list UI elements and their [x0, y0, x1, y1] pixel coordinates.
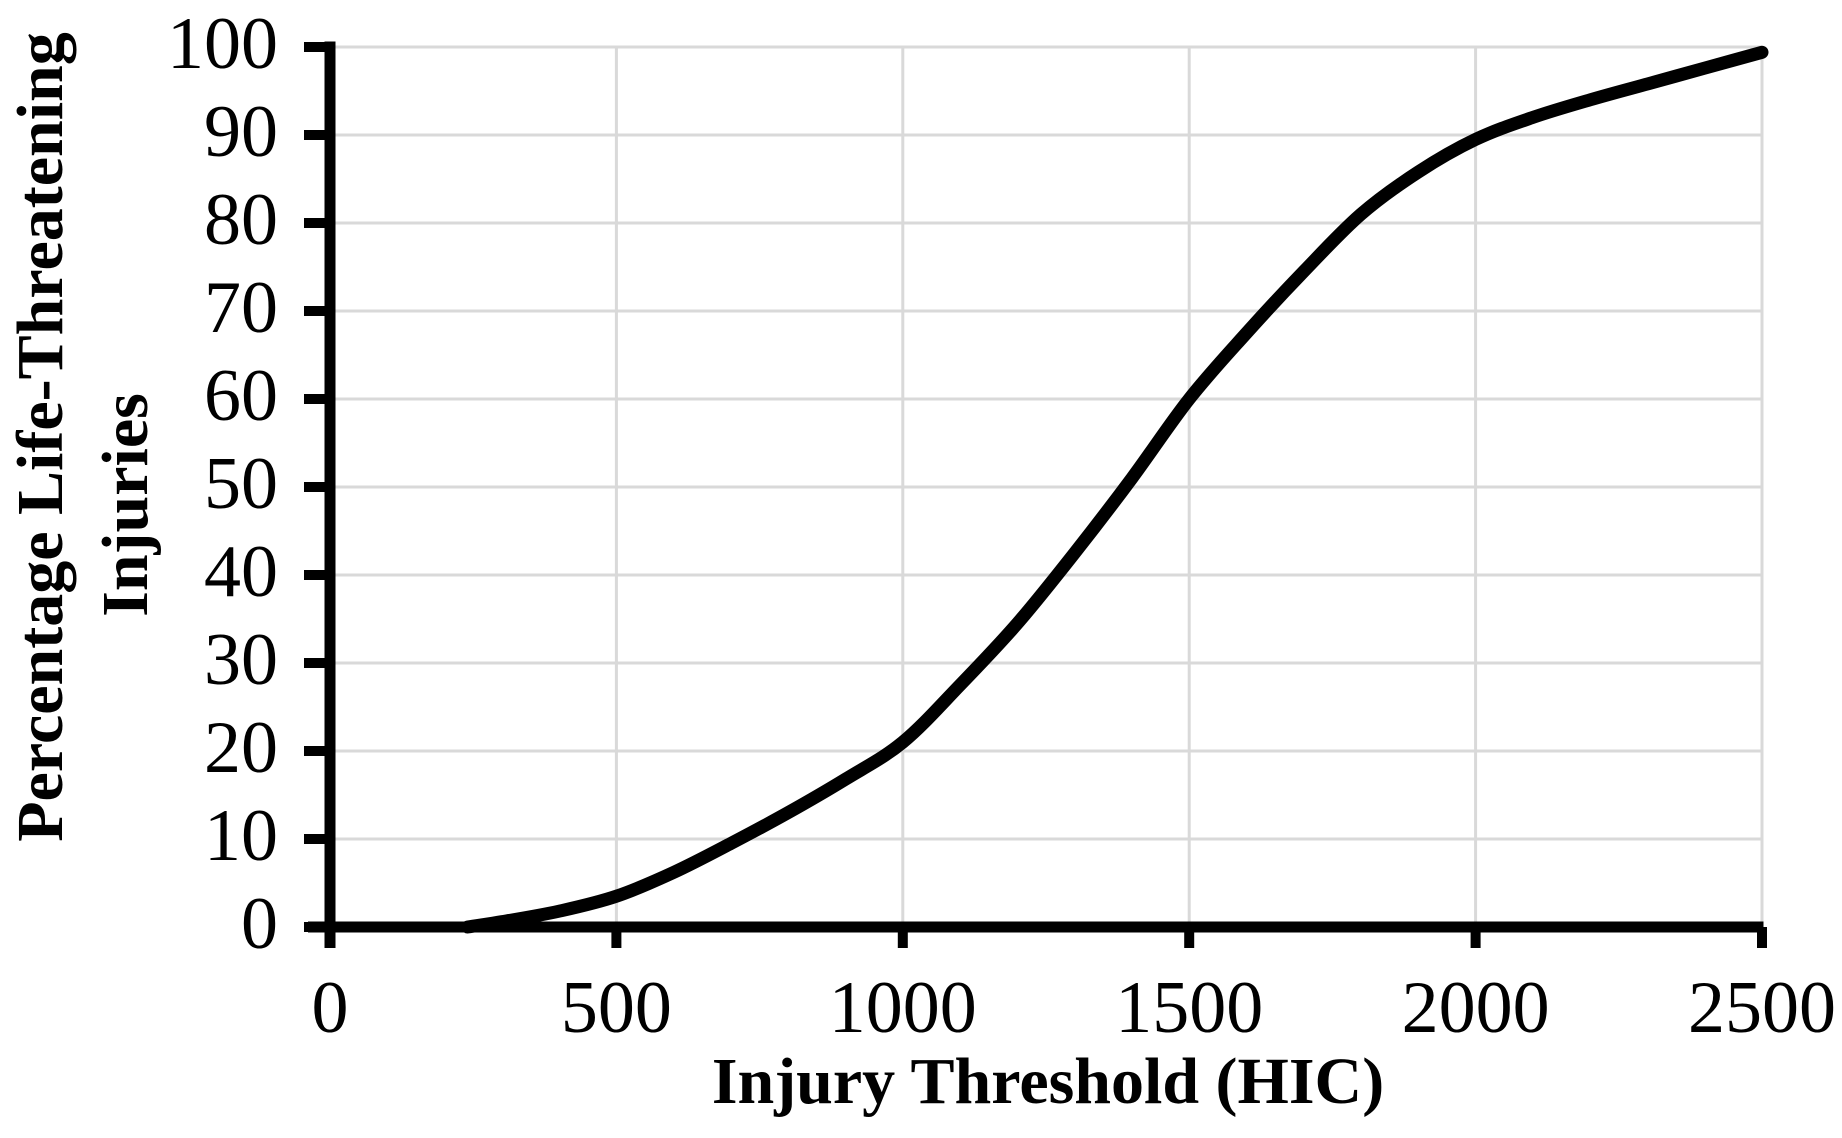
y-tick-label: 50: [204, 443, 278, 525]
axes: [308, 41, 1764, 948]
y-tick-label: 30: [204, 619, 278, 701]
y-tick-label: 0: [241, 883, 278, 965]
y-tick-label: 40: [204, 531, 278, 613]
x-tick-label: 2500: [1688, 967, 1836, 1049]
y-axis-title-line1: Percentage Life-Threatening: [4, 32, 77, 842]
y-axis-title-line2: Injuries: [89, 393, 162, 617]
y-tick-label: 60: [204, 355, 278, 437]
y-tick-label: 90: [204, 91, 278, 173]
y-tick-label: 100: [167, 3, 278, 85]
tick-marks: [304, 42, 1767, 948]
gridlines: [330, 45, 1764, 927]
x-tick-label: 1000: [829, 967, 977, 1049]
x-tick-label: 500: [561, 967, 672, 1049]
y-tick-label: 10: [204, 795, 278, 877]
y-tick-label: 20: [204, 707, 278, 789]
y-tick-label: 80: [204, 179, 278, 261]
x-tick-label: 2000: [1402, 967, 1550, 1049]
x-tick-label: 0: [312, 967, 349, 1049]
x-tick-label: 1500: [1115, 967, 1263, 1049]
x-axis-title: Injury Threshold (HIC): [712, 1045, 1384, 1118]
y-tick-label: 70: [204, 267, 278, 349]
risk-curve-line: [461, 45, 1769, 934]
